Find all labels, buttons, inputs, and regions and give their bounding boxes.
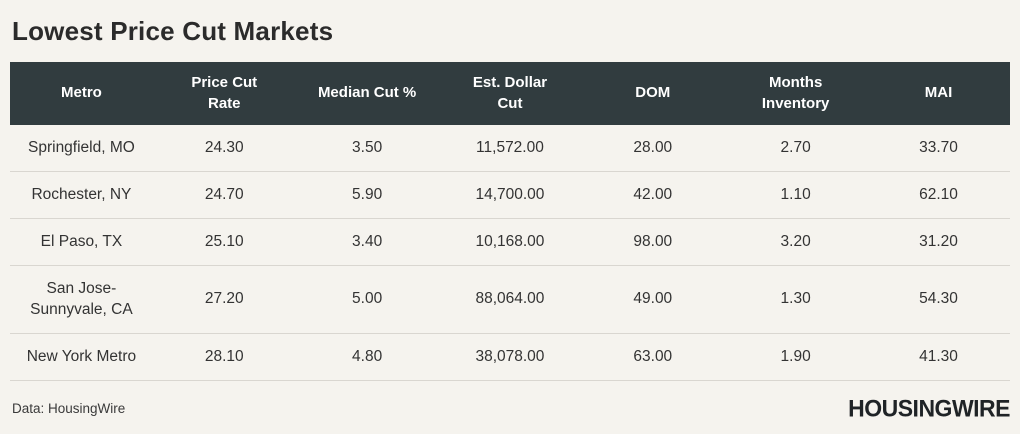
table-body: Springfield, MO 24.30 3.50 11,572.00 28.… [10, 125, 1010, 381]
cell-dom: 42.00 [581, 171, 725, 220]
cell-dom: 63.00 [581, 333, 725, 381]
cell-price-cut-rate: 25.10 [152, 218, 296, 267]
column-header-metro: Metro [10, 62, 153, 125]
cell-est-dollar-cut: 88,064.00 [438, 265, 582, 334]
cell-mai: 31.20 [867, 218, 1010, 267]
cell-metro: Springfield, MO [10, 125, 153, 173]
cell-median-cut: 5.90 [295, 171, 439, 220]
column-header-price-cut-rate: Price Cut Rate [152, 62, 296, 125]
column-header-dom: DOM [581, 62, 725, 125]
cell-months-inventory: 1.10 [724, 171, 868, 220]
cell-median-cut: 5.00 [295, 265, 439, 334]
cell-est-dollar-cut: 11,572.00 [438, 125, 582, 173]
cell-mai: 54.30 [867, 265, 1010, 334]
cell-est-dollar-cut: 14,700.00 [438, 171, 582, 220]
data-source-note: Data: HousingWire [12, 400, 126, 416]
cell-est-dollar-cut: 38,078.00 [438, 333, 582, 381]
table-row: Rochester, NY 24.70 5.90 14,700.00 42.00… [10, 171, 1010, 220]
housingwire-logo: HOUSINGWIRE [848, 394, 1010, 422]
cell-est-dollar-cut: 10,168.00 [438, 218, 582, 267]
cell-dom: 98.00 [581, 218, 725, 267]
table-row: El Paso, TX 25.10 3.40 10,168.00 98.00 3… [10, 218, 1010, 267]
footer: Data: HousingWire HOUSINGWIRE [10, 394, 1010, 422]
column-header-months-inventory: Months Inventory [724, 62, 868, 125]
cell-mai: 62.10 [867, 171, 1010, 220]
cell-price-cut-rate: 24.70 [152, 171, 296, 220]
cell-price-cut-rate: 24.30 [152, 125, 296, 173]
cell-mai: 33.70 [867, 125, 1010, 173]
page-title: Lowest Price Cut Markets [12, 16, 334, 46]
cell-mai: 41.30 [867, 333, 1010, 381]
column-header-mai: MAI [867, 62, 1010, 125]
cell-dom: 49.00 [581, 265, 725, 334]
cell-median-cut: 3.40 [295, 218, 439, 267]
cell-price-cut-rate: 27.20 [152, 265, 296, 334]
cell-months-inventory: 2.70 [724, 125, 868, 173]
cell-months-inventory: 1.30 [724, 265, 868, 334]
cell-metro: Rochester, NY [10, 171, 153, 220]
price-cut-table: Metro Price Cut Rate Median Cut % Est. D… [10, 62, 1010, 381]
cell-months-inventory: 1.90 [724, 333, 868, 381]
column-header-median-cut: Median Cut % [295, 62, 439, 125]
cell-dom: 28.00 [581, 125, 725, 173]
cell-price-cut-rate: 28.10 [152, 333, 296, 381]
cell-metro: El Paso, TX [10, 218, 153, 267]
table-header: Metro Price Cut Rate Median Cut % Est. D… [10, 62, 1010, 125]
table-row: Springfield, MO 24.30 3.50 11,572.00 28.… [10, 125, 1010, 173]
table-row: New York Metro 28.10 4.80 38,078.00 63.0… [10, 333, 1010, 381]
cell-median-cut: 3.50 [295, 125, 439, 173]
cell-months-inventory: 3.20 [724, 218, 868, 267]
column-header-est-dollar-cut: Est. Dollar Cut [438, 62, 582, 125]
cell-metro: San Jose- Sunnyvale, CA [10, 265, 153, 334]
table-header-row: Metro Price Cut Rate Median Cut % Est. D… [10, 62, 1010, 125]
cell-median-cut: 4.80 [295, 333, 439, 381]
table-row: San Jose- Sunnyvale, CA 27.20 5.00 88,06… [10, 265, 1010, 334]
cell-metro: New York Metro [10, 333, 153, 381]
